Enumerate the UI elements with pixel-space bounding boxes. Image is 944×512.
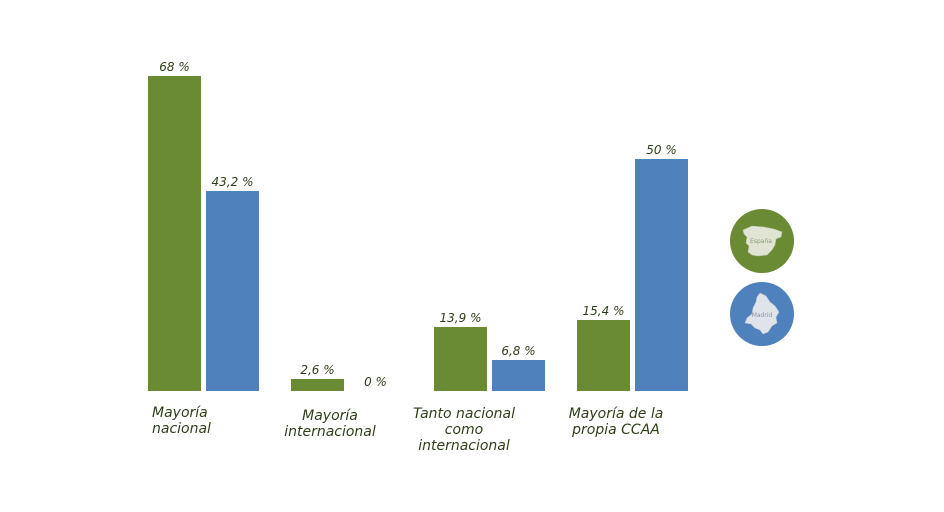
bar-madrid-mayoria-nacional bbox=[206, 191, 259, 391]
data-label-espana-mayoria-internacional: 2,6 % bbox=[300, 363, 334, 377]
data-label-madrid-tanto-nacional: 6,8 % bbox=[501, 344, 535, 358]
data-label-espana-tanto-nacional: 13,9 % bbox=[440, 311, 482, 325]
data-label-madrid-mayoria-internacional: 0 % bbox=[364, 375, 387, 389]
data-label-espana-mayoria-nacional: 68 % bbox=[159, 60, 190, 74]
data-label-madrid-propia-ccaa: 50 % bbox=[646, 143, 677, 157]
category-label-tanto-nacional-como-internacional: Tanto nacional como internacional bbox=[413, 406, 515, 454]
bar-madrid-tanto-nacional bbox=[492, 360, 545, 391]
bar-espana-mayoria-internacional bbox=[291, 379, 344, 391]
madrid-map-icon: Madrid bbox=[730, 282, 794, 346]
bar-espana-propia-ccaa bbox=[577, 320, 630, 391]
spain-icon-text: España bbox=[750, 238, 772, 245]
madrid-icon-text: Madrid bbox=[752, 312, 773, 319]
data-label-madrid-mayoria-nacional: 43,2 % bbox=[212, 175, 254, 189]
category-label-mayoria-nacional: Mayoría nacional bbox=[152, 405, 211, 437]
bar-espana-mayoria-nacional bbox=[148, 76, 201, 391]
spain-map-icon: España bbox=[730, 209, 794, 273]
category-label-mayoria-propia-ccaa: Mayoría de la propia CCAA bbox=[568, 406, 664, 438]
data-label-espana-propia-ccaa: 15,4 % bbox=[583, 304, 625, 318]
bar-madrid-propia-ccaa bbox=[635, 159, 688, 391]
bar-espana-tanto-nacional bbox=[434, 327, 487, 391]
category-label-mayoria-internacional: Mayoría internacional bbox=[284, 408, 376, 440]
